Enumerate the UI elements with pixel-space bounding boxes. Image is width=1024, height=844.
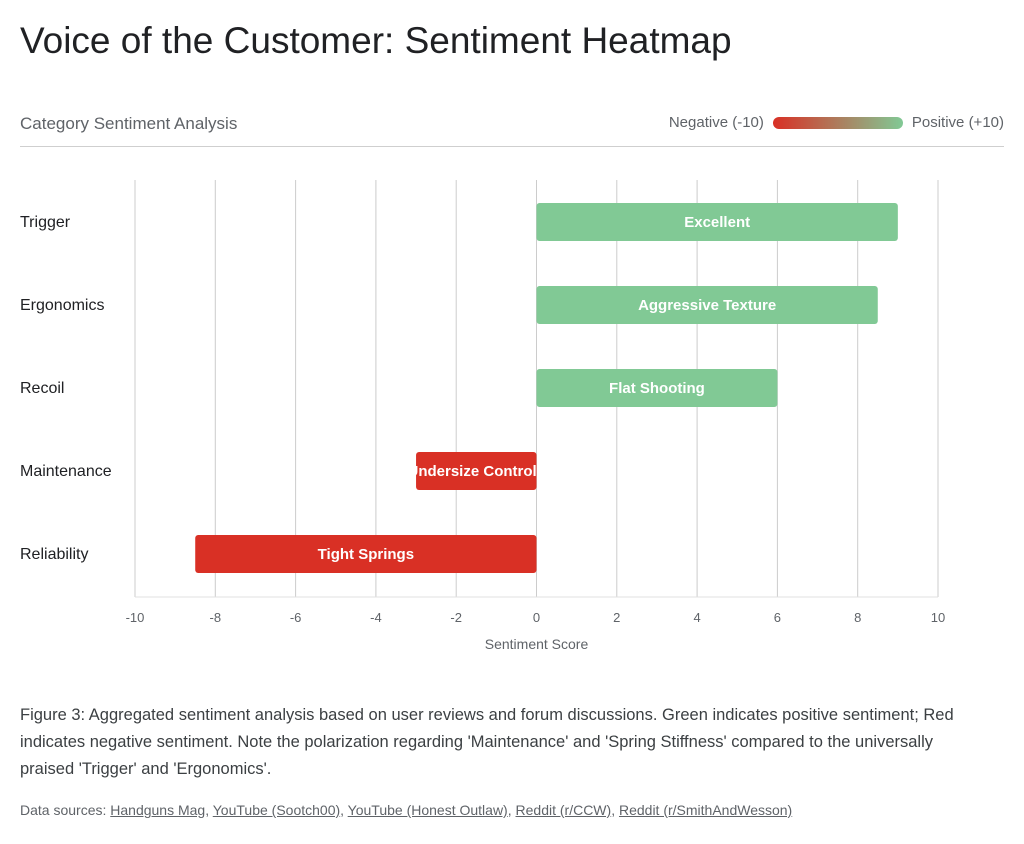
x-tick-label: 0 bbox=[533, 610, 540, 625]
data-sources: Data sources: Handguns Mag, YouTube (Soo… bbox=[20, 802, 792, 818]
source-link[interactable]: Handguns Mag bbox=[110, 802, 206, 818]
x-tick-label: -2 bbox=[450, 610, 462, 625]
source-link[interactable]: Reddit (r/CCW) bbox=[515, 802, 612, 818]
x-tick-label: 10 bbox=[931, 610, 945, 625]
bar bbox=[536, 286, 878, 324]
bar bbox=[536, 369, 778, 407]
x-tick-label: -10 bbox=[126, 610, 145, 625]
x-tick-label: 6 bbox=[774, 610, 781, 625]
x-tick-label: -4 bbox=[370, 610, 382, 625]
legend-negative-label: Negative (-10) bbox=[668, 114, 764, 131]
bar-label: Excellent bbox=[684, 214, 750, 231]
chart-header: Category Sentiment Analysis Negative (-1… bbox=[20, 112, 1004, 147]
category-label: Maintenance bbox=[20, 463, 112, 480]
bar-label: Tight Springs bbox=[318, 546, 414, 563]
source-link[interactable]: YouTube (Sootch00) bbox=[212, 802, 341, 818]
legend-positive-label: Positive (+10) bbox=[911, 114, 1004, 131]
category-label: Recoil bbox=[20, 380, 64, 397]
source-link[interactable]: YouTube (Honest Outlaw) bbox=[347, 802, 508, 818]
x-tick-label: -8 bbox=[210, 610, 222, 625]
bar bbox=[536, 203, 898, 241]
category-label: Reliability bbox=[20, 546, 88, 563]
bar-label: Flat Shooting bbox=[609, 380, 705, 397]
bar-label: Aggressive Texture bbox=[638, 297, 776, 314]
category-label: Trigger bbox=[20, 214, 71, 231]
sentiment-bar-chart: -10 -8 -6 -4 -2 0 2 4 6 8 10 Sentiment Score Trigger… bbox=[20, 180, 945, 652]
category-label: Ergonomics bbox=[20, 297, 104, 314]
chart-subtitle: Category Sentiment Analysis bbox=[20, 114, 238, 133]
bar-label: Undersize Controls bbox=[408, 463, 546, 480]
bar bbox=[416, 452, 537, 490]
source-links: Handguns Mag, YouTube (Sootch00), YouTub… bbox=[110, 802, 793, 818]
figure-caption: Figure 3: Aggregated sentiment analysis … bbox=[20, 706, 954, 778]
legend: Negative (-10) Positive (+10) bbox=[669, 114, 1004, 131]
source-link[interactable]: Reddit (r/SmithAndWesson) bbox=[618, 802, 793, 818]
legend-gradient-bar bbox=[772, 116, 903, 129]
x-tick-label: 2 bbox=[613, 610, 620, 625]
x-tick-label: 4 bbox=[693, 610, 700, 625]
x-axis-label: Sentiment Score bbox=[485, 636, 589, 652]
page-title: Voice of the Customer: Sentiment Heatmap bbox=[20, 20, 732, 61]
sources-label: Data sources: bbox=[20, 802, 107, 818]
x-tick-label: -6 bbox=[290, 610, 302, 625]
bar bbox=[195, 535, 537, 573]
x-tick-label: 8 bbox=[854, 610, 861, 625]
